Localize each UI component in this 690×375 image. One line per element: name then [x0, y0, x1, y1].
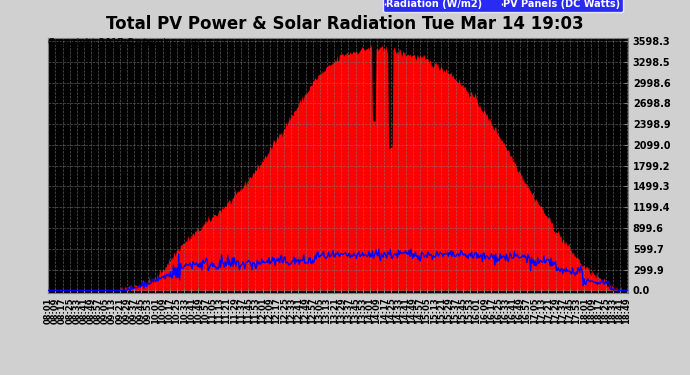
Text: Copyright 2017 Cartronics.com: Copyright 2017 Cartronics.com — [48, 38, 200, 48]
Text: Total PV Power & Solar Radiation Tue Mar 14 19:03: Total PV Power & Solar Radiation Tue Mar… — [106, 15, 584, 33]
Legend: Radiation (W/m2), PV Panels (DC Watts): Radiation (W/m2), PV Panels (DC Watts) — [382, 0, 623, 12]
